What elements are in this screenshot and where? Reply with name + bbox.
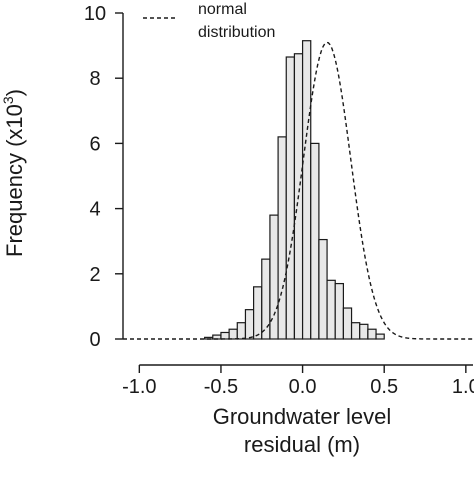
y-tick-label: 2: [89, 264, 100, 286]
y-tick-label: 0: [89, 329, 100, 351]
x-tick-label: -1.0: [122, 376, 156, 398]
legend-label-line1: normal: [198, 1, 247, 18]
x-tick-label: 0.5: [370, 376, 398, 398]
histogram-bar: [261, 258, 271, 340]
x-axis-title-line2: residual (m): [244, 432, 360, 457]
y-axis-title-exponent: 3: [0, 96, 16, 104]
histogram-bar: [277, 136, 287, 340]
y-axis-title: Frequency (x103): [0, 89, 27, 257]
histogram-bar: [236, 322, 247, 340]
normal-distribution-curve: [123, 41, 474, 340]
histogram-bar: [334, 282, 344, 340]
y-tick-label: 10: [84, 3, 106, 25]
x-ticks-group: -1.0 -0.5 0.0 0.5 1.0: [122, 365, 474, 398]
y-tick-label: 4: [89, 199, 100, 221]
x-tick-label: 1.0: [452, 376, 474, 398]
histogram-bar: [244, 309, 255, 340]
x-tick-label: 0.0: [289, 376, 317, 398]
histogram-bar: [228, 328, 238, 340]
histogram-bar: [359, 323, 369, 340]
y-ticks-group: 0 2 4 6 8 10: [84, 3, 123, 351]
histogram-bar: [318, 238, 328, 340]
y-axis-title-main: Frequency (x10: [2, 104, 27, 257]
y-tick-label: 6: [89, 133, 100, 155]
histogram-bar: [350, 322, 361, 340]
legend-label-line2: distribution: [198, 24, 275, 41]
y-tick-label: 8: [89, 68, 100, 90]
histogram-bar: [367, 328, 377, 340]
legend: normal distribution: [143, 1, 275, 41]
histogram-bar: [326, 279, 336, 340]
bars-group: [204, 40, 385, 340]
histogram-bar: [285, 56, 296, 340]
x-tick-label: -0.5: [204, 376, 238, 398]
histogram-bar: [253, 286, 263, 340]
histogram-bar: [220, 331, 230, 340]
histogram-bar: [301, 40, 312, 340]
y-axis-title-close: ): [2, 89, 27, 96]
axes-group: [122, 13, 473, 366]
histogram-bar: [310, 142, 320, 340]
x-axis-title-line1: Groundwater level: [213, 404, 392, 429]
histogram-bar: [375, 333, 385, 340]
histogram-bar: [342, 307, 353, 340]
